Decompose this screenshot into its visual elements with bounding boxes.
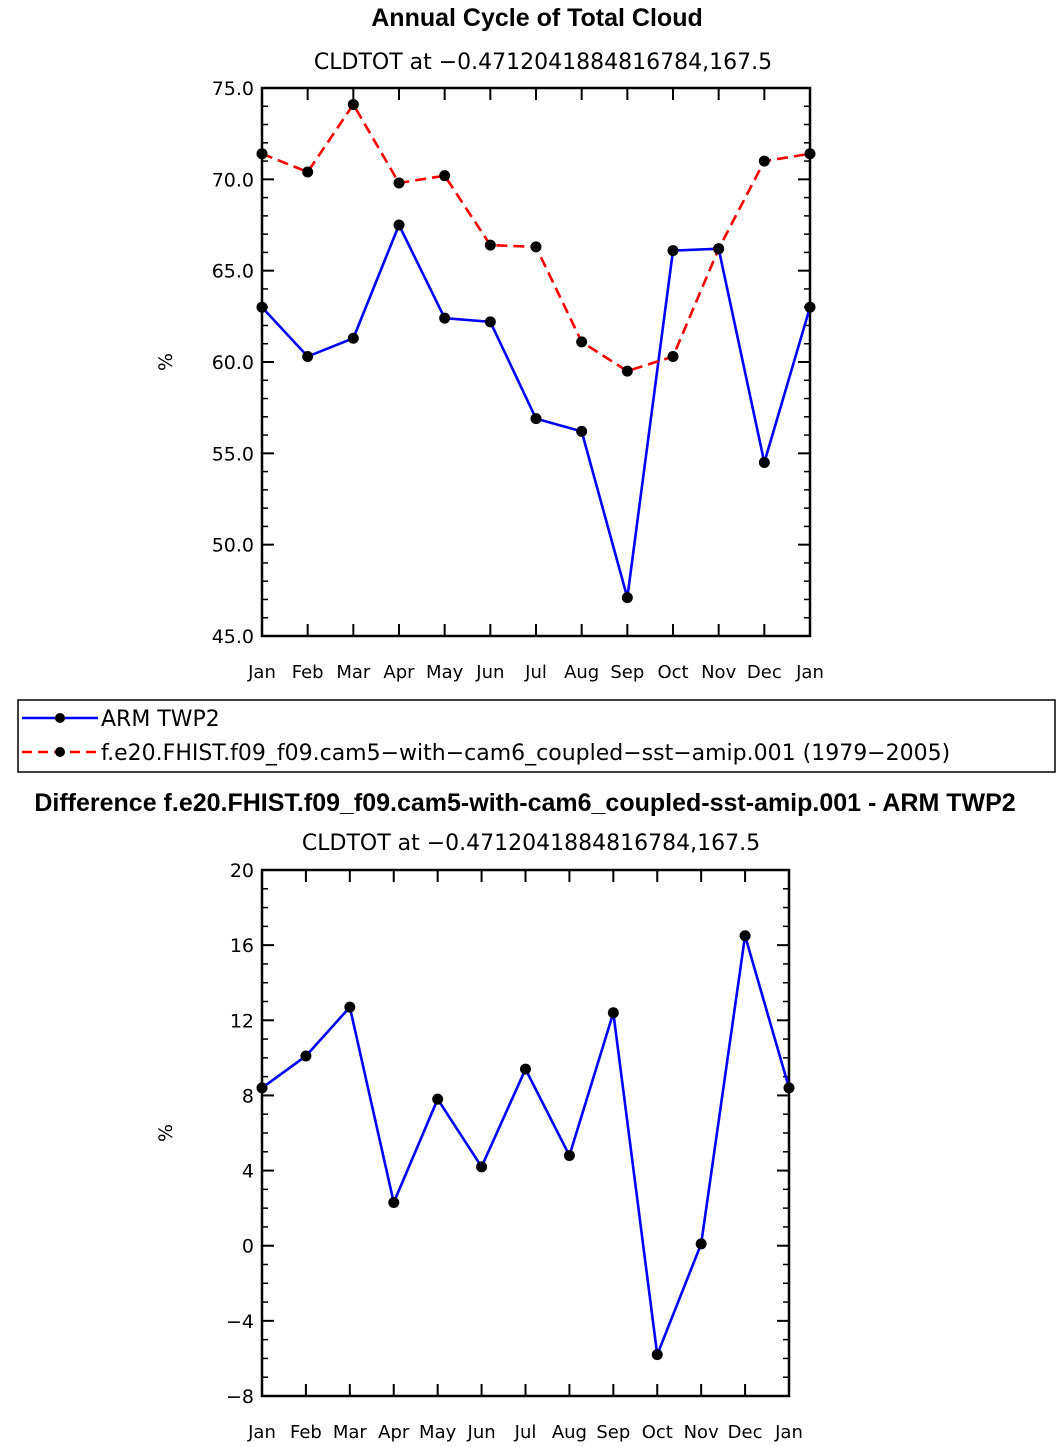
bottom-chart-title: Difference f.e20.FHIST.f09_f09.cam5-with… [34,789,1015,817]
top-series-0-point [439,312,451,324]
top-xtick-label: Feb [292,662,324,683]
top-xtick-label: May [426,662,464,683]
top-ytick-label: 60.0 [212,352,254,374]
top-series-0-point [530,413,542,425]
top-xtick-label: Aug [564,662,599,683]
top-plot-frame [260,86,812,638]
top-series-1-point [758,155,770,167]
top-series-line-1 [261,101,811,373]
top-ytick-label: 75.0 [212,78,254,100]
top-ytick-label: 65.0 [212,261,254,283]
top-series-0-point [393,219,405,231]
bottom-ytick-label: 12 [230,1010,254,1032]
bottom-xtick-label: Jan [774,1422,803,1443]
top-series-0-point [758,456,770,468]
bottom-xtick-label: Nov [684,1422,719,1443]
bottom-xtick-label: Oct [642,1422,673,1443]
bottom-series-0-point [344,1001,356,1013]
bottom-plot-frame [260,868,791,1398]
top-ytick-label: 70.0 [212,169,254,191]
top-ylabel: % [155,353,177,371]
bottom-ytick-label: −8 [226,1386,254,1408]
bottom-ytick-label: 4 [242,1161,254,1183]
bottom-series-0-point [607,1007,619,1019]
legend-box [17,699,1056,773]
legend-marker-model [55,747,65,757]
top-series-1-point [256,148,268,160]
top-series-1-point [439,170,451,182]
bottom-ylabel: % [155,1124,177,1142]
bottom-ytick-label: 16 [230,935,254,957]
bottom-series-0-point [520,1063,531,1075]
top-series-1-point [713,243,725,255]
top-ytick-label: 55.0 [212,443,254,465]
top-series-1-point [393,177,405,189]
top-series-line-0 [261,221,812,598]
bottom-chart-subtitle: CLDTOT at −0.4712041884816784,167.5 [302,831,760,856]
bottom-xtick-label: Jan [247,1422,276,1443]
bottom-xtick-label: Apr [378,1422,410,1443]
bottom-series-line-0 [261,935,791,1356]
bottom-series-0-point [388,1197,400,1209]
top-xtick-label: Jan [795,662,824,683]
top-series-1-point [621,365,633,377]
bottom-series-0-point [256,1082,268,1094]
top-series-1-point [484,239,496,251]
bottom-xtick-label: May [419,1422,457,1443]
top-chart: 45.0 50.0 55.0 60.0 65.0 70.0 75.0 Jan Feb Mar Apr… [155,78,824,683]
bottom-ytick-label: 8 [242,1085,254,1107]
bottom-xtick-label: Feb [290,1422,322,1443]
bottom-ytick-label: 20 [230,860,254,882]
legend-marker-arm [55,713,65,723]
bottom-xtick-label: Aug [552,1422,587,1443]
top-series-1-point [804,148,816,160]
top-series-0-point [347,332,359,344]
legend: ARM TWP2 f.e20.FHIST.f09_f09.cam5−with−c… [17,699,1056,773]
top-series-1-point [347,98,359,110]
top-xtick-label: Jan [247,662,276,683]
bottom-series-0-point [432,1093,444,1105]
bottom-series-0-point [300,1050,312,1062]
top-series-0-point [576,425,588,437]
top-ytick-label: 50.0 [212,535,254,557]
bottom-chart: −8 −4 0 4 8 12 16 20 Jan Feb Mar Apr May Jun Jul Aug Sep… [155,860,803,1443]
bottom-series-0-point [783,1082,795,1094]
legend-label-model: f.e20.FHIST.f09_f09.cam5−with−cam6_coupl… [101,741,950,766]
top-xtick-label: Jun [475,662,504,683]
bottom-series-0-point [651,1349,663,1361]
legend-label-arm: ARM TWP2 [101,707,220,732]
top-series-0-point [804,301,816,313]
bottom-xtick-label: Mar [333,1422,368,1443]
bottom-ytick-label: 0 [242,1236,254,1258]
top-chart-title: Annual Cycle of Total Cloud [371,4,702,32]
top-series-0-point [667,245,679,257]
bottom-xtick-label: Sep [596,1422,630,1443]
bottom-series-0-point [695,1238,707,1250]
bottom-series-0-point [739,930,751,942]
top-xtick-label: Jul [524,662,547,683]
bottom-xtick-label: Jul [514,1422,537,1443]
top-series-1-point [530,241,542,253]
top-series-0-point [302,351,314,363]
top-chart-subtitle: CLDTOT at −0.4712041884816784,167.5 [314,50,772,75]
bottom-series-0-point [476,1161,488,1173]
top-series-1-point [667,351,679,363]
top-ytick-label: 45.0 [212,626,254,648]
bottom-ytick-label: −4 [226,1311,254,1333]
top-series-1-point [302,166,314,178]
top-xtick-label: Nov [701,662,736,683]
top-xtick-label: Dec [747,662,782,683]
top-xtick-label: Apr [383,662,415,683]
top-xtick-label: Mar [336,662,371,683]
top-xtick-label: Oct [657,662,688,683]
top-series-0-point [256,301,268,313]
bottom-series-0-point [563,1150,575,1162]
bottom-xtick-label: Dec [728,1422,763,1443]
top-series-0-point [621,592,633,604]
top-series-1-point [576,336,588,348]
bottom-xtick-label: Jun [467,1422,496,1443]
top-xtick-label: Sep [610,662,644,683]
top-series-0-point [484,316,496,328]
